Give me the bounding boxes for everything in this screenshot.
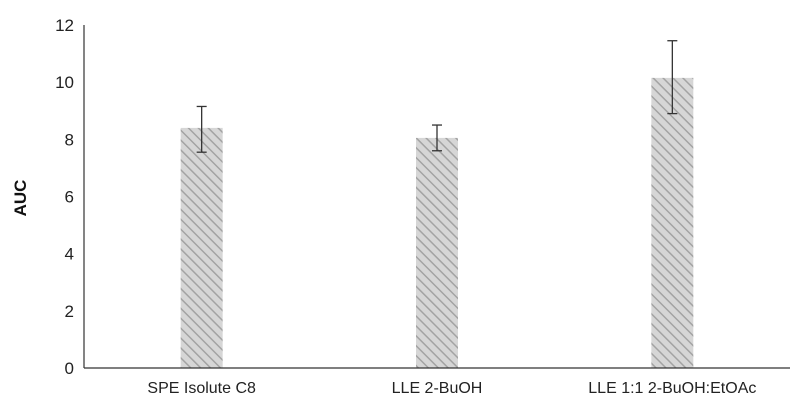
y-tick-label: 4 bbox=[65, 245, 74, 264]
y-tick-label: 2 bbox=[65, 302, 74, 321]
category-label: LLE 1:1 2-BuOH:EtOAc bbox=[588, 380, 756, 397]
bar bbox=[416, 137, 458, 368]
y-tick-label: 10 bbox=[55, 73, 74, 92]
y-axis-title: AUC bbox=[11, 180, 30, 217]
bar bbox=[651, 77, 694, 369]
y-tick-label: 6 bbox=[65, 188, 74, 207]
category-label: SPE Isolute C8 bbox=[147, 380, 256, 397]
y-tick-label: 12 bbox=[55, 16, 74, 35]
y-tick-label: 0 bbox=[65, 359, 74, 378]
category-label: LLE 2-BuOH bbox=[392, 380, 483, 397]
y-tick-label: 8 bbox=[65, 130, 74, 149]
bar bbox=[180, 127, 223, 369]
